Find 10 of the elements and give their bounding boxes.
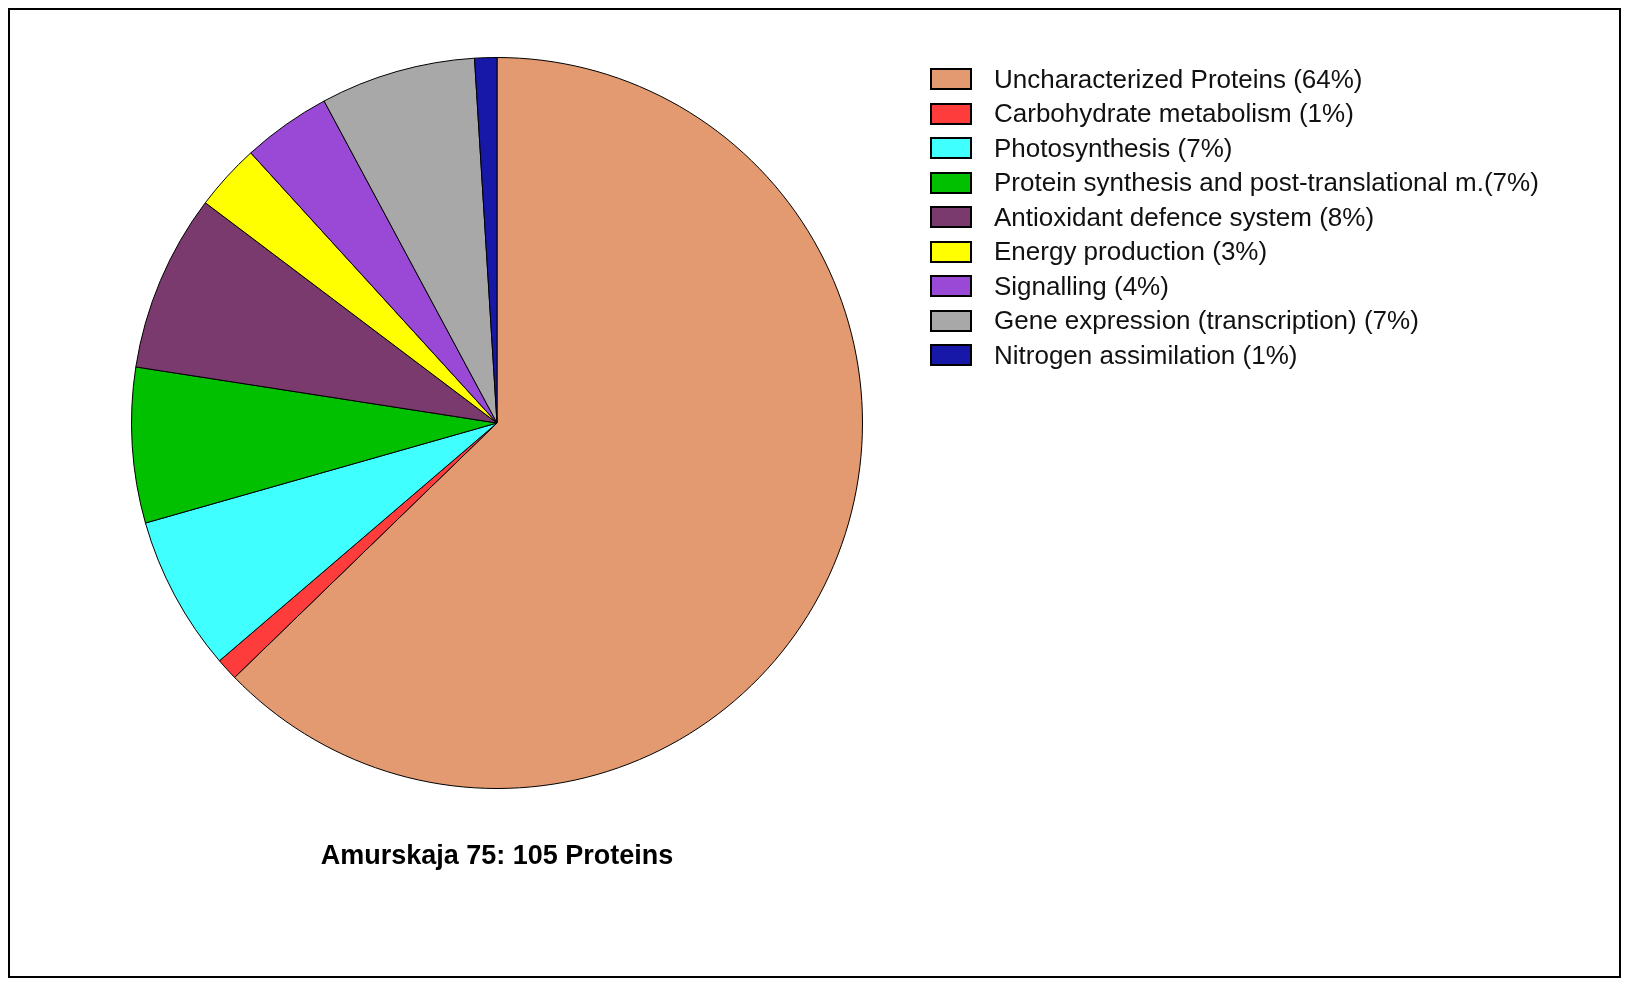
legend-label: Nitrogen assimilation (1%) xyxy=(994,339,1298,371)
text: Amurskaja 75: 105 Proteins xyxy=(319,840,675,871)
legend-label: Protein synthesis and post-translational m.(7%) xyxy=(994,167,1539,199)
legend-label: Photosynthesis (7%) xyxy=(994,132,1233,164)
legend-label: Gene expression (transcription) (7%) xyxy=(994,305,1419,337)
legend-label: Antioxidant defence system (8%) xyxy=(994,201,1375,233)
legend-label: Energy production (3%) xyxy=(994,236,1268,268)
legend-label: Signalling (4%) xyxy=(994,270,1169,302)
legend-label: Carbohydrate metabolism (1%) xyxy=(994,98,1354,130)
legend-label: Uncharacterized Proteins (64%) xyxy=(994,63,1363,95)
